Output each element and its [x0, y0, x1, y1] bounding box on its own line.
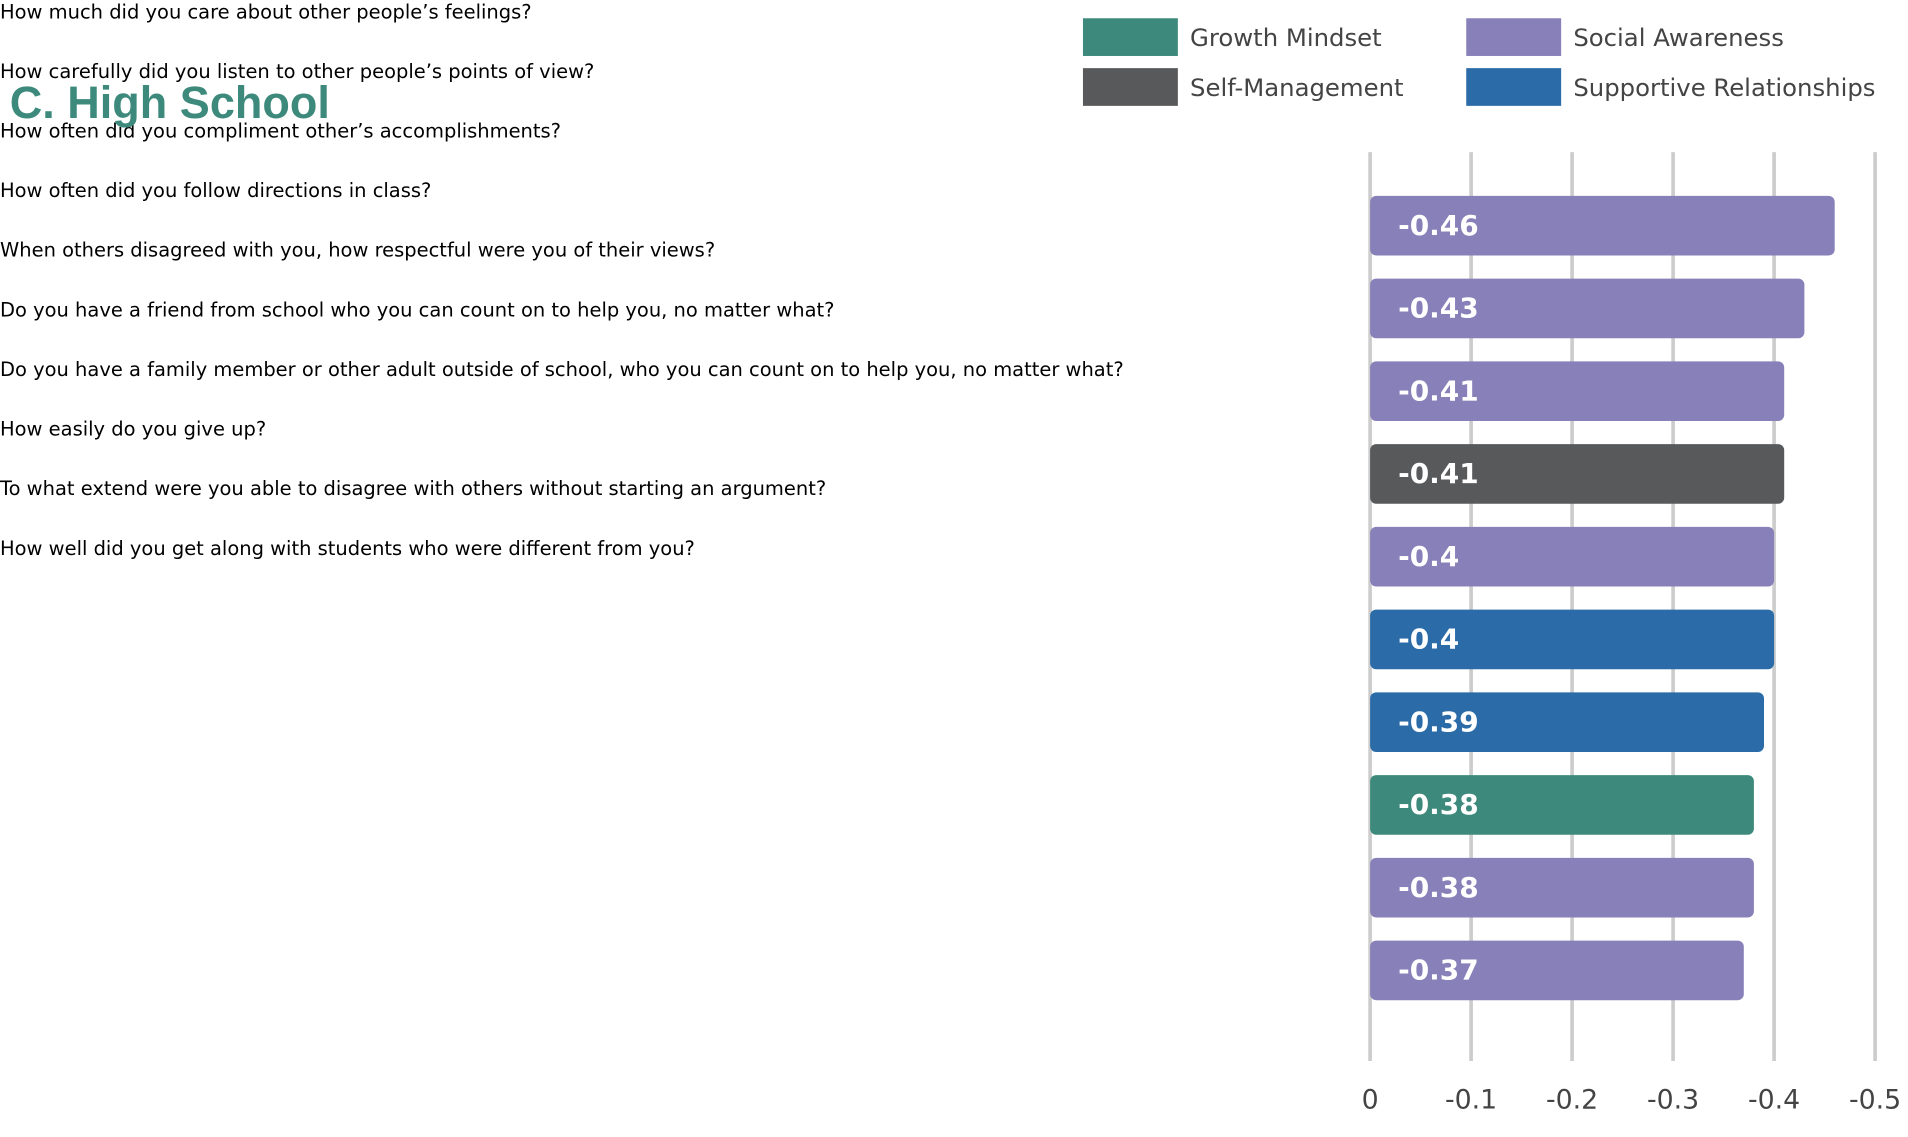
x-tick-label: 0: [1362, 1085, 1379, 1116]
bar: [1370, 609, 1775, 670]
data-label: -0.37: [1398, 954, 1479, 987]
legend-label: Self-Management: [1190, 72, 1404, 102]
legend-item: Growth Mindset: [1082, 18, 1382, 56]
legend-swatch: [1082, 18, 1178, 56]
category-row: To what extend were you able to disagree…: [0, 477, 1908, 537]
category-row: How often did you compliment other’s acc…: [0, 119, 1908, 179]
legend-swatch: [1466, 68, 1562, 106]
legend-swatch: [1082, 68, 1178, 106]
bar: [1370, 857, 1754, 918]
bar: [1370, 692, 1764, 752]
category-label: How well did you get along with students…: [0, 536, 695, 560]
x-tick-label: -0.1: [1445, 1085, 1497, 1116]
category-label: Do you have a friend from school who you…: [0, 298, 835, 322]
data-label: -0.4: [1398, 623, 1459, 656]
category-label: Do you have a family member or other adu…: [0, 357, 1124, 381]
legend-swatch: [1466, 18, 1562, 56]
bar: [1370, 940, 1744, 1001]
legend-item: Supportive Relationships: [1466, 68, 1875, 106]
category-row: How often did you follow directions in c…: [0, 179, 1908, 239]
category-row: When others disagreed with you, how resp…: [0, 238, 1908, 298]
legend-label: Growth Mindset: [1190, 22, 1382, 52]
category-label: How much did you care about other people…: [0, 0, 532, 24]
rows: How much did you care about other people…: [0, 0, 1908, 597]
legend-item: Social Awareness: [1466, 18, 1784, 56]
category-label: When others disagreed with you, how resp…: [0, 238, 716, 262]
x-tick-label: -0.5: [1849, 1085, 1901, 1116]
chart-title: C. High School: [9, 77, 330, 128]
category-row: How much did you care about other people…: [0, 0, 1908, 60]
category-row: Do you have a family member or other adu…: [0, 358, 1908, 418]
category-label: How often did you follow directions in c…: [0, 178, 432, 202]
data-label: -0.38: [1398, 788, 1479, 821]
category-row: Do you have a friend from school who you…: [0, 298, 1908, 358]
legend-label: Social Awareness: [1573, 22, 1784, 52]
legend-item: Self-Management: [1082, 68, 1404, 106]
category-row: How well did you get along with students…: [0, 537, 1908, 597]
legend-label: Supportive Relationships: [1573, 72, 1876, 102]
category-row: How easily do you give up?: [0, 417, 1908, 477]
x-tick-label: -0.2: [1546, 1085, 1598, 1116]
category-row: How carefully did you listen to other pe…: [0, 60, 1908, 120]
category-label: How often did you compliment other’s acc…: [0, 119, 562, 143]
bar: [1370, 775, 1754, 835]
category-label: How easily do you give up?: [0, 417, 267, 441]
data-label: -0.39: [1398, 705, 1479, 738]
data-label: -0.38: [1398, 871, 1479, 904]
category-label: To what extend were you able to disagree…: [0, 476, 827, 501]
category-label: How carefully did you listen to other pe…: [0, 59, 595, 83]
x-tick-label: -0.3: [1647, 1085, 1699, 1116]
x-tick-label: -0.4: [1748, 1085, 1800, 1116]
